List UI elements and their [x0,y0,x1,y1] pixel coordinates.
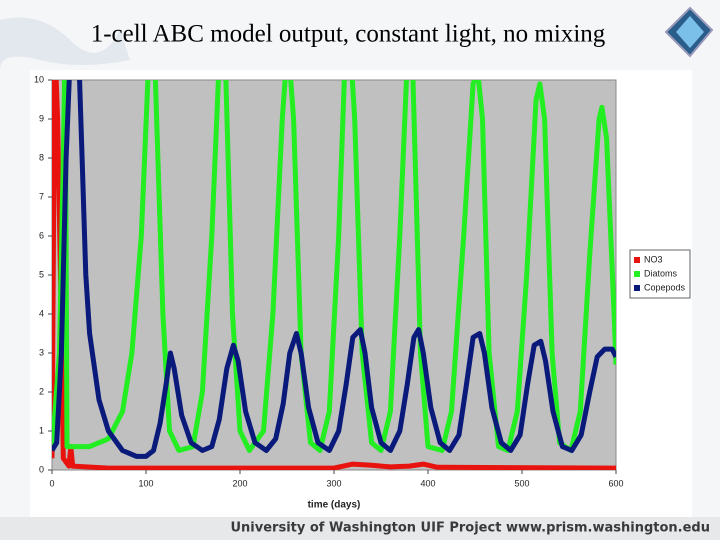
series-line [52,80,616,453]
x-axis-label: time (days) [308,500,361,511]
x-tick-label: 100 [138,478,153,488]
y-tick-label: 5 [39,269,44,279]
legend-swatch [634,271,640,277]
y-tick-label: 7 [39,191,44,201]
x-tick-label: 600 [608,478,623,488]
legend-label: Diatoms [644,268,678,278]
x-tick-label: 400 [420,478,435,488]
y-tick-label: 10 [34,74,44,84]
footer-band [0,517,720,540]
y-tick-label: 9 [39,113,44,123]
x-tick-label: 200 [232,478,247,488]
x-tick-label: 0 [49,478,54,488]
legend-label: NO3 [644,254,663,264]
legend-swatch [634,257,640,263]
series-line [52,80,616,459]
logo [664,6,714,58]
x-tick-label: 300 [326,478,341,488]
map-decoration [0,17,130,70]
legend-label: Copepods [644,282,686,292]
y-tick-label: 8 [39,152,44,162]
y-tick-label: 0 [39,464,44,474]
y-tick-label: 4 [39,308,44,318]
y-tick-label: 3 [39,347,44,357]
slide-title: 1-cell ABC model output, constant light,… [91,21,606,48]
footer: University of Washington UIF Project www… [230,521,710,536]
x-tick-label: 500 [514,478,529,488]
y-tick-label: 1 [39,425,44,435]
y-tick-label: 2 [39,386,44,396]
legend-swatch [634,285,640,291]
y-tick-label: 6 [39,230,44,240]
